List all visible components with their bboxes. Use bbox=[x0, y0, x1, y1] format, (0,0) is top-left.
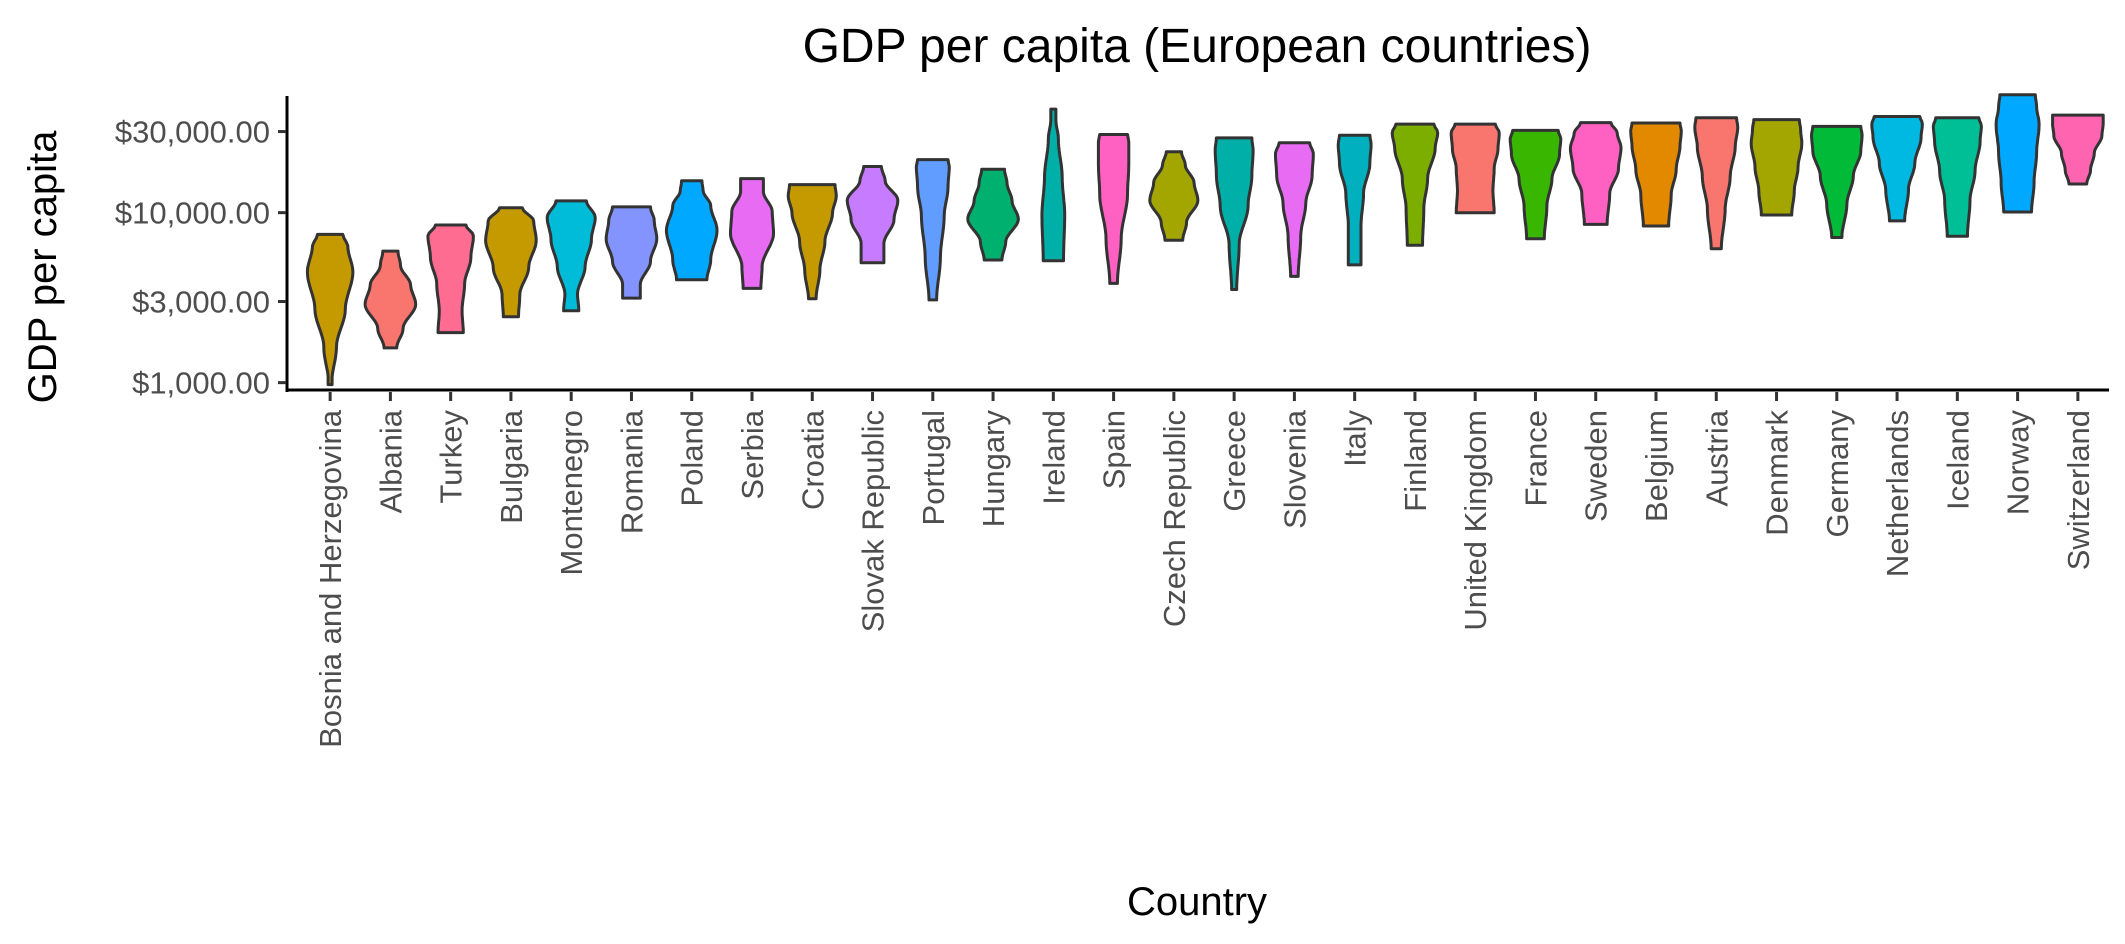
x-tick-label: Montenegro bbox=[554, 410, 589, 575]
y-axis-title: GDP per capita bbox=[21, 130, 65, 403]
x-axis-ticks: Bosnia and Herzegovina Albania Turkey Bulga… bbox=[313, 392, 2096, 748]
violin-germany bbox=[1810, 124, 1864, 239]
y-tick-label: $3,000.00 bbox=[132, 285, 270, 320]
violin-turkey bbox=[426, 223, 475, 335]
x-tick-label: Austria bbox=[1699, 409, 1734, 506]
violin-france bbox=[1508, 128, 1563, 241]
violin-slovak-republic bbox=[845, 165, 900, 265]
violin-poland bbox=[664, 179, 719, 282]
violin-ireland bbox=[1040, 107, 1067, 263]
x-tick-label: Czech Republic bbox=[1157, 410, 1192, 627]
violin-portugal bbox=[914, 158, 951, 302]
violin-serbia bbox=[729, 177, 775, 290]
x-axis-title: Country bbox=[1127, 880, 1267, 924]
violin-montenegro bbox=[545, 199, 597, 313]
x-tick-label: Bosnia and Herzegovina bbox=[313, 409, 348, 748]
violin-netherlands bbox=[1870, 115, 1924, 223]
violins bbox=[305, 93, 2105, 387]
x-tick-label: Greece bbox=[1217, 410, 1252, 512]
violin-italy bbox=[1336, 133, 1373, 267]
x-tick-label: Bulgaria bbox=[494, 409, 529, 523]
violin-united-kingdom bbox=[1449, 122, 1501, 215]
violin-denmark bbox=[1749, 118, 1804, 217]
violin-iceland bbox=[1931, 116, 1983, 238]
x-tick-label: France bbox=[1518, 410, 1553, 506]
x-tick-label: Finland bbox=[1398, 410, 1433, 512]
violin-slovenia bbox=[1274, 141, 1315, 278]
x-tick-label: Portugal bbox=[916, 410, 951, 525]
y-tick-label: $10,000.00 bbox=[115, 196, 270, 231]
x-tick-label: Albania bbox=[373, 409, 408, 513]
x-tick-label: Italy bbox=[1338, 410, 1373, 467]
x-tick-label: Switzerland bbox=[2061, 410, 2096, 570]
x-tick-label: United Kingdom bbox=[1458, 410, 1493, 631]
chart-title: GDP per capita (European countries) bbox=[803, 20, 1592, 73]
x-tick-label: Denmark bbox=[1760, 410, 1795, 536]
x-tick-label: Spain bbox=[1097, 410, 1132, 489]
violin-switzerland bbox=[2051, 113, 2105, 186]
violin-albania bbox=[363, 249, 418, 350]
violin-norway bbox=[1994, 93, 2041, 214]
x-tick-label: Hungary bbox=[976, 410, 1011, 528]
x-tick-label: Norway bbox=[2001, 410, 2036, 516]
violin-czech-republic bbox=[1148, 150, 1200, 242]
violin-bosnia-and-herzegovina bbox=[305, 232, 355, 387]
violin-austria bbox=[1693, 116, 1740, 251]
x-tick-label: Iceland bbox=[1940, 410, 1975, 510]
violin-croatia bbox=[786, 183, 838, 301]
x-tick-label: Turkey bbox=[434, 410, 469, 504]
x-tick-label: Romania bbox=[614, 409, 649, 534]
x-tick-label: Sweden bbox=[1579, 410, 1614, 522]
violin-hungary bbox=[966, 167, 1020, 262]
x-tick-label: Germany bbox=[1820, 410, 1855, 538]
x-tick-label: Ireland bbox=[1036, 410, 1071, 505]
violin-romania bbox=[604, 205, 659, 300]
y-tick-label: $30,000.00 bbox=[115, 115, 270, 150]
violin-spain bbox=[1096, 133, 1131, 285]
violin-sweden bbox=[1568, 121, 1623, 226]
x-tick-label: Slovak Republic bbox=[856, 410, 891, 632]
y-tick-label: $1,000.00 bbox=[132, 366, 270, 401]
violin-greece bbox=[1213, 136, 1255, 291]
x-tick-label: Belgium bbox=[1639, 410, 1674, 522]
x-tick-label: Netherlands bbox=[1880, 410, 1915, 577]
x-tick-label: Poland bbox=[675, 410, 710, 507]
y-axis-ticks: $1,000.00 $3,000.00 $10,000.00 $30,000.00 bbox=[115, 115, 286, 401]
x-tick-label: Serbia bbox=[735, 409, 770, 499]
x-tick-label: Slovenia bbox=[1277, 409, 1312, 529]
x-tick-label: Croatia bbox=[795, 409, 830, 510]
violin-bulgaria bbox=[484, 206, 538, 319]
violin-belgium bbox=[1629, 121, 1683, 228]
violin-finland bbox=[1390, 122, 1440, 247]
